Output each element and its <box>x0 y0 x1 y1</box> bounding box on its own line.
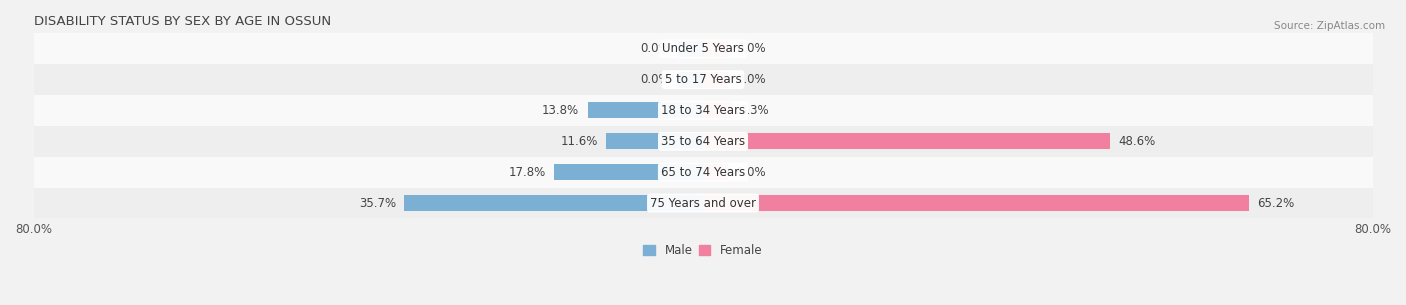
Bar <box>703 102 731 119</box>
Legend: Male, Female: Male, Female <box>638 239 768 262</box>
Bar <box>678 41 703 57</box>
Bar <box>554 164 703 180</box>
Bar <box>34 188 1372 218</box>
Bar <box>703 133 1109 149</box>
Text: 17.8%: 17.8% <box>509 166 546 179</box>
Text: 0.0%: 0.0% <box>737 73 766 86</box>
Text: 75 Years and over: 75 Years and over <box>650 196 756 210</box>
Text: 0.0%: 0.0% <box>737 166 766 179</box>
Bar <box>678 72 703 88</box>
Text: 0.0%: 0.0% <box>737 42 766 55</box>
Bar <box>703 72 728 88</box>
Text: DISABILITY STATUS BY SEX BY AGE IN OSSUN: DISABILITY STATUS BY SEX BY AGE IN OSSUN <box>34 15 330 28</box>
Bar <box>588 102 703 119</box>
Text: 0.0%: 0.0% <box>640 73 669 86</box>
Text: 48.6%: 48.6% <box>1118 135 1156 148</box>
Text: 13.8%: 13.8% <box>543 104 579 117</box>
Bar <box>703 164 728 180</box>
Bar <box>703 195 1249 211</box>
Text: 35 to 64 Years: 35 to 64 Years <box>661 135 745 148</box>
Text: 18 to 34 Years: 18 to 34 Years <box>661 104 745 117</box>
Bar <box>34 33 1372 64</box>
Text: 65 to 74 Years: 65 to 74 Years <box>661 166 745 179</box>
Text: 35.7%: 35.7% <box>359 196 396 210</box>
Bar <box>405 195 703 211</box>
Text: Source: ZipAtlas.com: Source: ZipAtlas.com <box>1274 21 1385 31</box>
Bar <box>34 64 1372 95</box>
Bar <box>703 41 728 57</box>
Text: 5 to 17 Years: 5 to 17 Years <box>665 73 741 86</box>
Text: 3.3%: 3.3% <box>740 104 769 117</box>
Text: 11.6%: 11.6% <box>560 135 598 148</box>
Text: 65.2%: 65.2% <box>1257 196 1295 210</box>
Bar <box>34 126 1372 157</box>
Text: 0.0%: 0.0% <box>640 42 669 55</box>
Bar <box>606 133 703 149</box>
Text: Under 5 Years: Under 5 Years <box>662 42 744 55</box>
Bar <box>34 95 1372 126</box>
Bar <box>34 157 1372 188</box>
